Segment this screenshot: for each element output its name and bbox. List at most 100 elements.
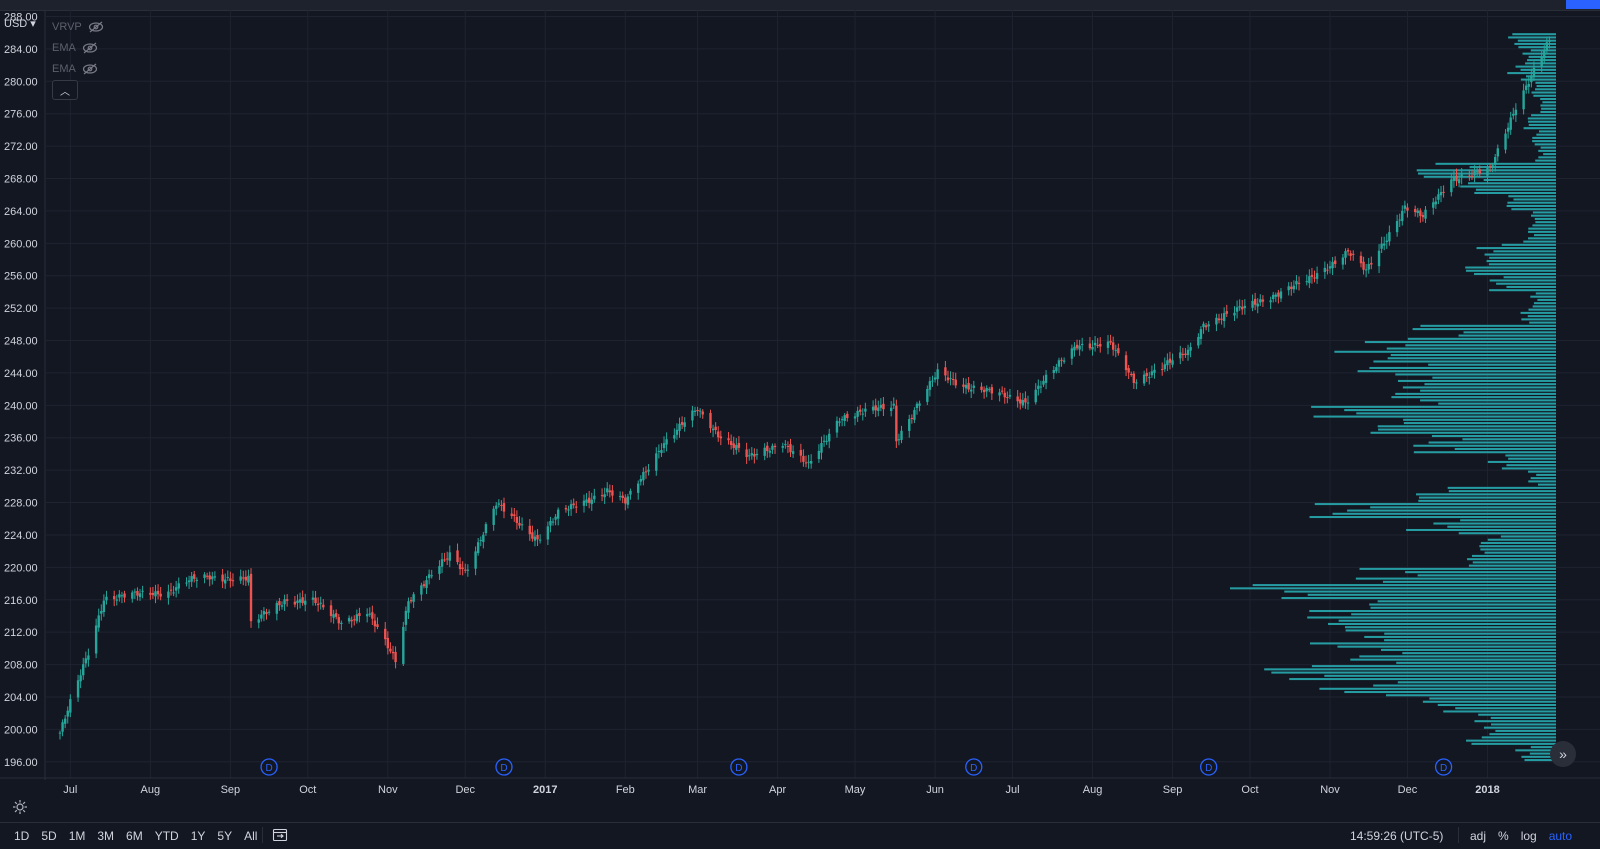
candle-body	[647, 469, 650, 472]
volume-profile-bar	[1538, 156, 1556, 159]
candle-body	[177, 583, 180, 589]
candle-body	[882, 403, 885, 410]
range-1y-button[interactable]: 1Y	[190, 829, 206, 843]
candle-body	[1057, 360, 1061, 367]
hidden-eye-icon[interactable]	[82, 42, 98, 54]
volume-profile-bar	[1334, 350, 1556, 353]
candle-body	[840, 419, 844, 421]
legend-item-ema[interactable]: EMA	[52, 58, 104, 79]
candle-body	[1419, 210, 1422, 216]
candle-body	[409, 599, 413, 602]
candle-body	[1109, 340, 1112, 343]
range-all-button[interactable]: All	[244, 829, 258, 843]
candle-body	[727, 438, 730, 441]
candle-body	[1406, 207, 1409, 211]
percent-scale-toggle[interactable]: %	[1498, 829, 1509, 843]
adjust-dividends-toggle[interactable]: adj	[1470, 829, 1487, 843]
candle-body	[799, 450, 803, 456]
candle-body	[1401, 210, 1404, 222]
volume-profile-bar	[1534, 143, 1556, 146]
candle-body	[962, 384, 965, 387]
volume-profile-bar	[1338, 619, 1556, 622]
volume-profile-bar	[1337, 645, 1556, 648]
candle-body	[495, 505, 498, 509]
volume-profile-bar	[1417, 574, 1556, 577]
candle-body	[293, 601, 297, 605]
candle-body	[1078, 345, 1081, 350]
timezone-clock[interactable]: 14:59:26 (UTC-5)	[1350, 829, 1444, 843]
legend-item-vrvp[interactable]: VRVP	[52, 16, 104, 37]
goto-date-icon[interactable]	[272, 827, 288, 843]
candle-body	[1060, 359, 1063, 361]
legend-label: VRVP	[52, 20, 82, 33]
candle-body	[102, 600, 106, 613]
volume-profile-bar	[1523, 127, 1556, 130]
volume-profile-bar	[1350, 658, 1556, 661]
candle-body	[1132, 373, 1136, 383]
candle-body	[1470, 175, 1474, 177]
candle-body	[1432, 202, 1435, 208]
range-1m-button[interactable]: 1M	[68, 829, 86, 843]
candle-body	[908, 419, 911, 431]
candle-body	[262, 611, 266, 615]
price-chart[interactable]: D D D D D D 196.00 200.00 204.00 208.00 212.00 216…	[0, 10, 1600, 822]
candle-body	[1491, 165, 1494, 169]
price-tick-label: 264.00	[4, 206, 38, 218]
candle-body	[1044, 374, 1048, 383]
candle-body	[151, 592, 155, 596]
auto-scale-toggle[interactable]: auto	[1548, 829, 1573, 843]
price-tick-label: 272.00	[4, 141, 38, 153]
candle-body	[1509, 117, 1512, 130]
hidden-eye-icon[interactable]	[88, 21, 104, 33]
candle-body	[915, 403, 919, 409]
settings-gear-icon[interactable]	[12, 799, 28, 815]
candle-body	[174, 587, 178, 591]
range-5y-button[interactable]: 5Y	[217, 829, 233, 843]
price-tick-label: 216.00	[4, 595, 38, 607]
candle-body	[82, 664, 85, 676]
candle-body	[497, 503, 501, 505]
volume-profile-bar	[1406, 528, 1556, 532]
range-1d-button[interactable]: 1D	[14, 829, 30, 843]
candle-body	[1398, 219, 1401, 221]
candle-body	[226, 576, 229, 578]
log-scale-toggle[interactable]: log	[1520, 829, 1537, 843]
collapse-legend-button[interactable]: ︿	[52, 80, 78, 100]
range-ytd-button[interactable]: YTD	[154, 829, 179, 843]
candle-body	[802, 455, 805, 462]
volume-profile-bar	[1487, 538, 1556, 541]
scroll-to-realtime-button[interactable]: »	[1550, 741, 1576, 767]
volume-profile-bar	[1489, 733, 1556, 736]
range-5d-button[interactable]: 5D	[41, 829, 57, 843]
candle-body	[280, 605, 284, 607]
candle-body	[820, 443, 823, 453]
candle-body	[691, 410, 694, 421]
volume-profile-bar	[1460, 519, 1556, 522]
candle-body	[1333, 260, 1337, 264]
candle-body	[988, 389, 991, 391]
candle-body	[853, 416, 857, 419]
volume-profile-bar	[1483, 726, 1556, 729]
candle-body	[319, 602, 322, 604]
candle-body	[167, 591, 170, 598]
volume-profile-bar	[1532, 211, 1556, 214]
volume-profile-bar	[1531, 91, 1556, 94]
volume-profile-bar	[1407, 337, 1556, 340]
candle-body	[63, 718, 67, 724]
candle-body	[1189, 347, 1192, 351]
candle-body	[1117, 348, 1120, 354]
candle-body	[575, 506, 578, 508]
price-tick-label: 212.00	[4, 627, 38, 639]
volume-profile-bar	[1484, 551, 1556, 554]
publish-button[interactable]	[1566, 0, 1600, 9]
candle-body	[1457, 179, 1461, 184]
range-6m-button[interactable]: 6M	[126, 829, 143, 843]
legend-item-ema[interactable]: EMA	[52, 37, 104, 58]
hidden-eye-icon[interactable]	[82, 63, 98, 75]
candle-body	[1450, 179, 1453, 193]
range-3m-button[interactable]: 3M	[97, 829, 115, 843]
candle-body	[172, 592, 175, 594]
currency-selector[interactable]: USD ▾	[4, 17, 36, 30]
candle-body	[353, 619, 356, 621]
candle-body	[1259, 299, 1262, 303]
